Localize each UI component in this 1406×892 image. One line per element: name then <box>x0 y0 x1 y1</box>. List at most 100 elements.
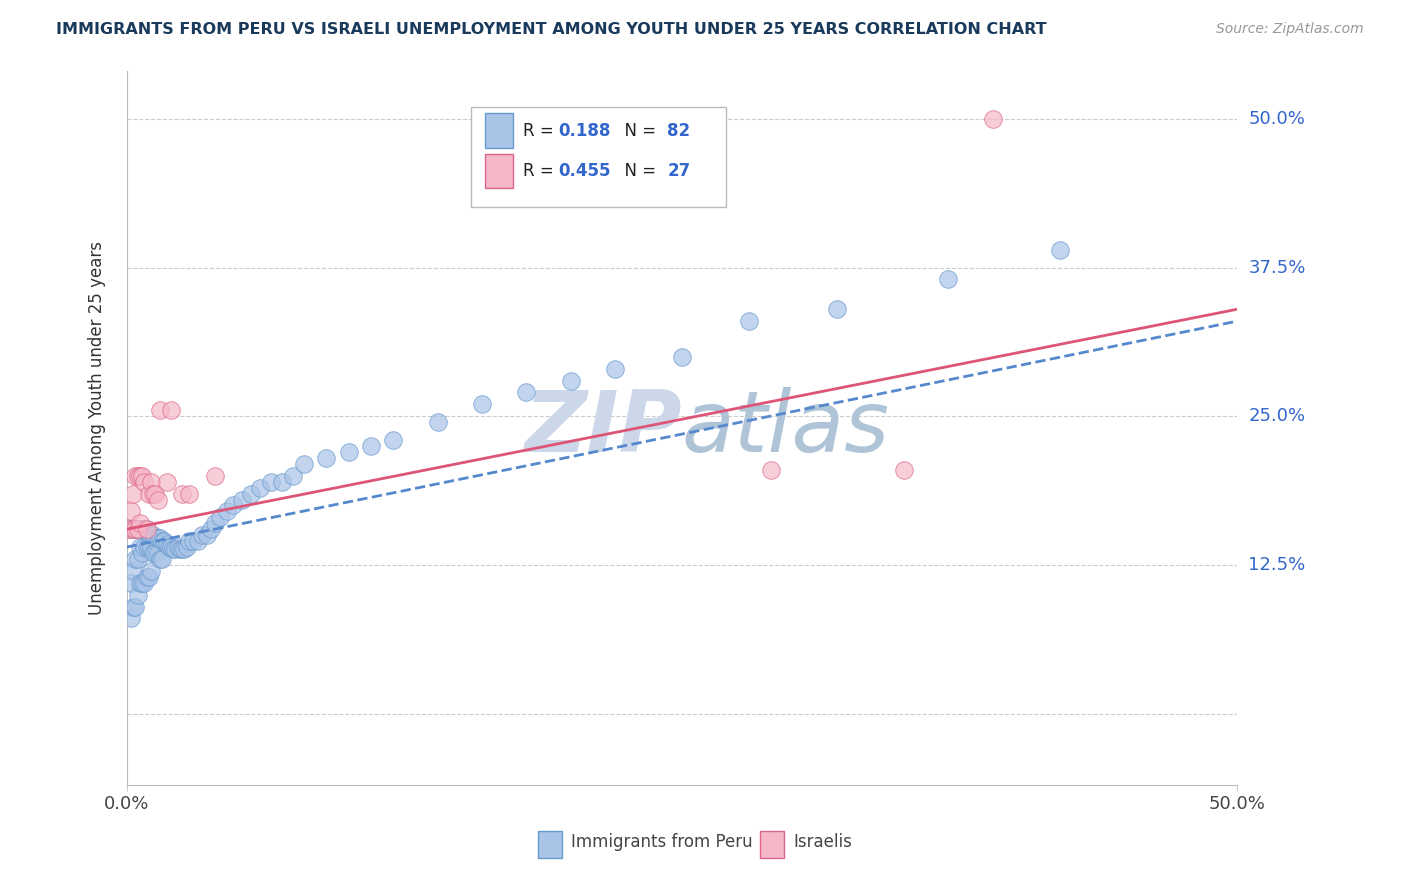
Point <box>118 522 141 536</box>
Point <box>139 475 162 489</box>
Point <box>938 272 960 286</box>
Point <box>471 397 494 411</box>
Point <box>172 542 194 557</box>
Point <box>173 542 195 557</box>
Point <box>124 552 146 566</box>
Point <box>149 531 172 545</box>
Point <box>145 531 167 545</box>
Text: 37.5%: 37.5% <box>1249 259 1306 277</box>
Point <box>142 486 165 500</box>
Point <box>177 534 200 549</box>
Point <box>981 112 1004 126</box>
Point <box>122 599 145 614</box>
Text: Israelis: Israelis <box>793 833 852 851</box>
Point <box>142 528 165 542</box>
Point <box>239 486 262 500</box>
Y-axis label: Unemployment Among Youth under 25 years: Unemployment Among Youth under 25 years <box>87 241 105 615</box>
Point <box>169 542 191 557</box>
Point <box>560 374 582 388</box>
Point <box>124 522 146 536</box>
Point <box>337 445 360 459</box>
Point <box>146 531 169 545</box>
Point <box>127 468 149 483</box>
Point <box>131 468 153 483</box>
Point <box>260 475 283 489</box>
Point <box>893 463 915 477</box>
Point <box>135 570 157 584</box>
Point <box>382 433 405 447</box>
Point <box>138 486 160 500</box>
Text: R =: R = <box>523 162 560 180</box>
Point <box>160 540 183 554</box>
Point <box>155 536 177 550</box>
Point <box>153 534 176 549</box>
Point <box>200 522 222 536</box>
FancyBboxPatch shape <box>485 113 513 148</box>
Point <box>134 475 156 489</box>
Point <box>138 570 160 584</box>
Point <box>1049 243 1071 257</box>
Text: 27: 27 <box>668 162 690 180</box>
Text: 0.188: 0.188 <box>558 121 612 139</box>
Point <box>157 540 180 554</box>
Point <box>515 385 537 400</box>
Point <box>737 314 759 328</box>
Point <box>162 542 184 557</box>
Point <box>128 468 150 483</box>
Text: 12.5%: 12.5% <box>1249 556 1306 574</box>
Text: 50.0%: 50.0% <box>1249 110 1305 128</box>
Point <box>671 350 693 364</box>
Point <box>177 486 200 500</box>
Point <box>195 528 218 542</box>
Point <box>139 528 162 542</box>
Point <box>146 546 169 560</box>
Text: Immigrants from Peru: Immigrants from Peru <box>571 833 752 851</box>
Point <box>155 475 177 489</box>
Point <box>122 522 145 536</box>
Point <box>191 528 214 542</box>
Point <box>127 588 149 602</box>
Point <box>120 611 142 625</box>
Point <box>215 504 238 518</box>
Point <box>139 564 162 578</box>
Point <box>138 528 160 542</box>
Point <box>165 542 187 557</box>
Point <box>166 540 188 554</box>
Point <box>145 486 167 500</box>
Point <box>187 534 209 549</box>
Point <box>128 522 150 536</box>
Point <box>181 534 204 549</box>
Point <box>124 468 146 483</box>
Point <box>127 522 149 536</box>
Point <box>281 468 304 483</box>
Point <box>139 540 162 554</box>
Point <box>149 403 172 417</box>
Point <box>122 564 145 578</box>
Text: 82: 82 <box>668 121 690 139</box>
Point <box>145 546 167 560</box>
Point <box>135 522 157 536</box>
Point <box>172 486 194 500</box>
Point <box>204 468 226 483</box>
Point <box>138 540 160 554</box>
Text: R =: R = <box>523 121 560 139</box>
Text: Source: ZipAtlas.com: Source: ZipAtlas.com <box>1216 22 1364 37</box>
Point <box>127 522 149 536</box>
Point <box>120 504 142 518</box>
Point <box>249 481 271 495</box>
Point <box>292 457 315 471</box>
Point <box>271 475 294 489</box>
Point <box>204 516 226 531</box>
Text: ZIP: ZIP <box>524 386 682 470</box>
Point <box>150 552 173 566</box>
Point <box>231 492 253 507</box>
FancyBboxPatch shape <box>485 154 513 188</box>
Point <box>160 403 183 417</box>
Point <box>128 516 150 531</box>
Point <box>150 534 173 549</box>
Point <box>176 540 198 554</box>
Point <box>426 415 449 429</box>
FancyBboxPatch shape <box>759 830 785 858</box>
Point <box>315 450 337 465</box>
Point <box>128 540 150 554</box>
